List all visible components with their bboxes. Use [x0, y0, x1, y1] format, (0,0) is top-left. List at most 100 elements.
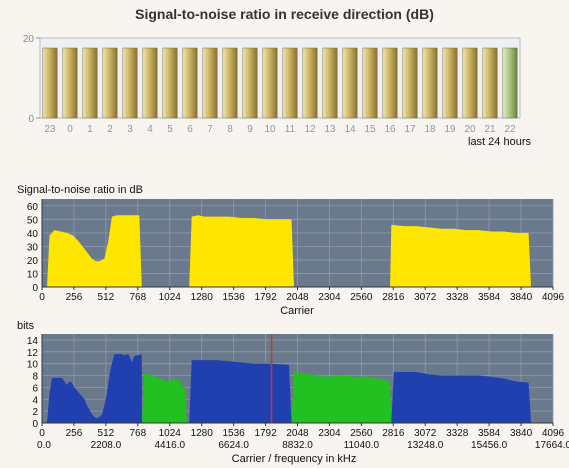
x-tick-label: 2304 — [318, 292, 341, 303]
x-tick-label: 1792 — [254, 292, 277, 303]
x-tick-label-frequency: 6624.0 — [218, 440, 249, 451]
series-area — [390, 224, 532, 287]
y-tick-label: 14 — [27, 336, 39, 347]
x-tick-label: 2560 — [350, 292, 373, 303]
history-bar — [262, 47, 278, 119]
x-tick-label: 256 — [66, 428, 83, 439]
x-tick-label: 2816 — [382, 292, 405, 303]
x-tick-label: 1280 — [191, 292, 214, 303]
x-tick-label: 7 — [207, 124, 213, 135]
history-bar — [342, 47, 358, 119]
x-tick-label-frequency: 8832.0 — [282, 440, 313, 451]
y-tick-label: 6 — [32, 383, 38, 394]
x-tick-label: 3584 — [478, 292, 501, 303]
history-bar — [102, 47, 118, 119]
series-area — [189, 215, 295, 287]
bits-chart-title: bits — [17, 320, 35, 332]
y-tick-label: 4 — [32, 395, 38, 406]
history-bar — [402, 47, 418, 119]
history-bar — [362, 47, 378, 119]
x-tick-label: 2048 — [286, 428, 309, 439]
x-tick-label: 18 — [424, 124, 436, 135]
x-tick-label: 1792 — [254, 428, 277, 439]
y-tick-label: 20 — [27, 256, 39, 267]
x-tick-label: 17 — [404, 124, 416, 135]
x-tick-label: 1024 — [159, 428, 182, 439]
x-tick-label: 1024 — [159, 292, 182, 303]
x-tick-label: 2560 — [350, 428, 373, 439]
x-tick-label: 0 — [39, 428, 45, 439]
x-tick-label-frequency: 13248.0 — [407, 440, 444, 451]
history-bar — [202, 47, 218, 119]
x-tick-label: 1 — [87, 124, 93, 135]
x-tick-label: 2304 — [318, 428, 341, 439]
x-tick-label-frequency: 17664.0 — [535, 440, 569, 451]
x-tick-label: 5 — [167, 124, 173, 135]
plot-area — [39, 37, 521, 119]
x-tick-label: 19 — [444, 124, 456, 135]
history-bar — [322, 47, 338, 119]
history-bar — [162, 47, 178, 119]
x-tick-label: 3 — [127, 124, 133, 135]
snr-chart-title: Signal-to-noise ratio in dB — [17, 184, 143, 196]
y-tick-label: 10 — [27, 269, 39, 280]
x-tick-label: 3072 — [414, 292, 437, 303]
y-tick-label: 20 — [23, 34, 35, 45]
x-tick-label: 10 — [264, 124, 276, 135]
y-tick-label: 40 — [27, 229, 39, 240]
x-tick-label: 22 — [504, 124, 516, 135]
snr-per-carrier-chart: 0 10 20 30 40 50 60 0 256 512 768 1024 1280 1536 1792 2… — [27, 199, 565, 317]
x-tick-label: 768 — [129, 428, 146, 439]
history-bar — [502, 47, 518, 119]
x-axis-label: Carrier / frequency in kHz — [232, 453, 357, 465]
series-area — [141, 373, 187, 423]
history-bar — [242, 47, 258, 119]
x-tick-label: 14 — [344, 124, 356, 135]
history-bar — [442, 47, 458, 119]
history-bar — [422, 47, 438, 119]
x-tick-label: 1280 — [191, 428, 214, 439]
x-tick-label: 9 — [247, 124, 253, 135]
y-tick-label: 0 — [32, 283, 38, 294]
y-tick-label: 30 — [27, 242, 39, 253]
x-tick-label: 13 — [324, 124, 336, 135]
x-tick-label: 3840 — [510, 428, 533, 439]
x-tick-label: 3840 — [510, 292, 533, 303]
history-bar — [122, 47, 138, 119]
y-tick-label: 10 — [27, 360, 39, 371]
x-tick-label: 4096 — [542, 292, 565, 303]
x-tick-label: 768 — [129, 292, 146, 303]
series-area — [46, 215, 142, 287]
x-tick-label-frequency: 0.0 — [37, 440, 51, 451]
x-tick-label: 1536 — [223, 292, 246, 303]
x-tick-label: 256 — [66, 292, 83, 303]
x-tick-label: 6 — [187, 124, 193, 135]
series-area — [291, 371, 392, 423]
history-bar — [82, 47, 98, 119]
x-tick-label: 0 — [67, 124, 73, 135]
y-tick-label: 50 — [27, 215, 39, 226]
x-tick-label: 3584 — [478, 428, 501, 439]
history-bar — [462, 47, 478, 119]
history-bar — [482, 47, 498, 119]
y-tick-label: 0 — [28, 114, 34, 125]
x-tick-label: 12 — [304, 124, 316, 135]
x-tick-label: 3072 — [414, 428, 437, 439]
x-tick-label-frequency: 11040.0 — [344, 440, 380, 451]
x-tick-label: 2 — [107, 124, 113, 135]
x-tick-label: 512 — [98, 428, 115, 439]
y-tick-label: 12 — [27, 348, 39, 359]
x-tick-label-frequency: 15456.0 — [471, 440, 508, 451]
x-axis-label: Carrier — [280, 305, 314, 317]
series-area — [46, 354, 142, 423]
x-tick-label: 3328 — [446, 428, 469, 439]
x-tick-label: 3328 — [446, 292, 469, 303]
y-tick-label: 0 — [32, 419, 38, 430]
x-tick-label: 0 — [39, 292, 45, 303]
x-tick-label: 16 — [384, 124, 396, 135]
history-bar — [182, 47, 198, 119]
history-bar — [282, 47, 298, 119]
x-tick-label: 1536 — [223, 428, 246, 439]
history-bar — [382, 47, 398, 119]
